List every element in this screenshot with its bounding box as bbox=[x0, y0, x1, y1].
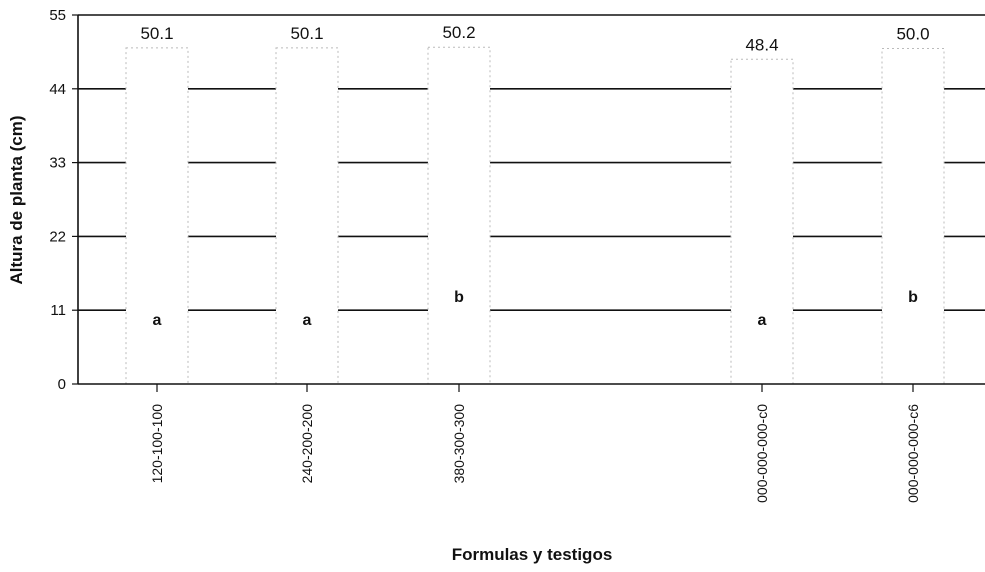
significance-letters: a a b a b bbox=[153, 289, 919, 329]
x-axis-title: Formulas y testigos bbox=[452, 545, 613, 564]
x-tick-label: 000-000-000-c6 bbox=[905, 404, 921, 503]
y-tick-label: 22 bbox=[49, 228, 66, 245]
y-tick-label: 0 bbox=[58, 376, 66, 393]
y-tick-label: 11 bbox=[50, 302, 66, 319]
axes bbox=[72, 14, 985, 392]
bar bbox=[427, 46, 491, 385]
significance-letter: a bbox=[153, 312, 162, 329]
x-tick-label: 000-000-000-c0 bbox=[754, 404, 770, 503]
y-axis-title: Altura de planta (cm) bbox=[7, 115, 26, 284]
bar bbox=[881, 48, 945, 385]
x-tick-label: 380-300-300 bbox=[451, 404, 467, 484]
x-tick-label: 120-100-100 bbox=[149, 404, 165, 484]
bars bbox=[125, 46, 945, 385]
significance-letter: a bbox=[303, 312, 312, 329]
value-label: 50.2 bbox=[442, 23, 475, 42]
value-label: 50.1 bbox=[140, 24, 173, 43]
bar bbox=[275, 47, 339, 385]
bar bbox=[730, 58, 794, 385]
y-tick-label: 44 bbox=[49, 81, 66, 98]
y-tick-labels: 0 11 22 33 44 55 bbox=[49, 7, 66, 393]
value-label: 50.1 bbox=[290, 24, 323, 43]
value-label: 50.0 bbox=[896, 25, 929, 44]
y-tick-label: 55 bbox=[49, 7, 66, 24]
significance-letter: a bbox=[758, 312, 767, 329]
x-tick-label: 240-200-200 bbox=[299, 404, 315, 484]
bar bbox=[125, 47, 189, 385]
y-tick-label: 33 bbox=[49, 155, 66, 172]
value-labels: 50.1 50.1 50.2 48.4 50.0 bbox=[140, 23, 929, 54]
value-label: 48.4 bbox=[745, 35, 778, 54]
gridlines bbox=[78, 14, 985, 312]
x-tick-labels: 120-100-100 240-200-200 380-300-300 000-000… bbox=[149, 404, 921, 503]
significance-letter: b bbox=[908, 289, 918, 306]
significance-letter: b bbox=[454, 289, 464, 306]
